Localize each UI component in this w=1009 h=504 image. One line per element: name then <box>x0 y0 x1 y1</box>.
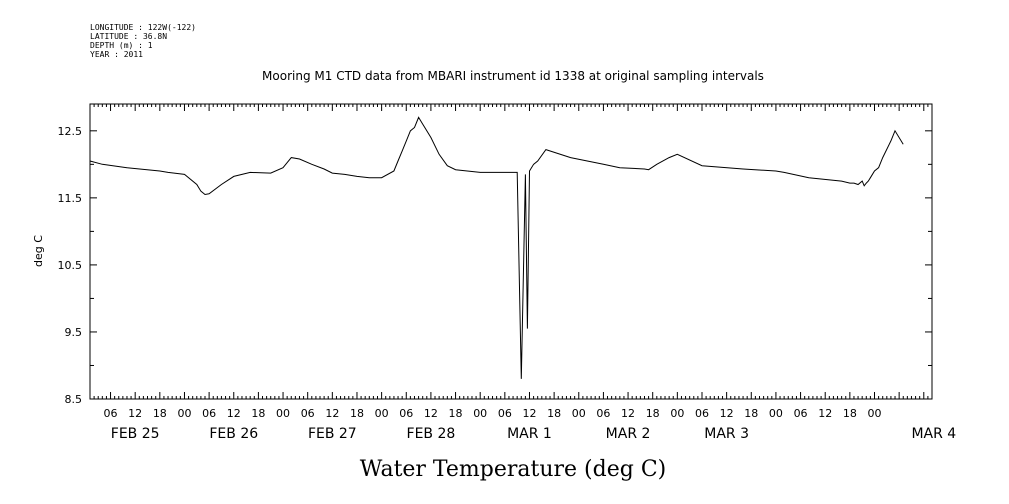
x-tick-label: 06 <box>399 407 413 420</box>
x-tick-label: 00 <box>670 407 684 420</box>
chart-title: Mooring M1 CTD data from MBARI instrumen… <box>262 69 764 83</box>
y-axis-label: deg C <box>32 235 45 267</box>
x-tick-label: 18 <box>547 407 561 420</box>
x-tick-label: 00 <box>867 407 881 420</box>
y-tick-label: 9.5 <box>65 326 83 339</box>
x-tick-label: 06 <box>301 407 315 420</box>
x-tick-label: 00 <box>769 407 783 420</box>
y-tick-label: 10.5 <box>58 259 83 272</box>
series-group <box>89 116 904 379</box>
x-tick-label: 00 <box>375 407 389 420</box>
x-day-label: FEB 25 <box>111 426 160 442</box>
x-tick-label: 06 <box>695 407 709 420</box>
meta-depth: DEPTH (m) : 1 <box>90 41 153 50</box>
x-tick-label: 18 <box>843 407 857 420</box>
x-tick-label: 18 <box>744 407 758 420</box>
x-tick-label: 12 <box>522 407 536 420</box>
meta-latitude: LATITUDE : 36.8N <box>90 32 167 41</box>
x-tick-label: 00 <box>177 407 191 420</box>
x-tick-label: 18 <box>251 407 265 420</box>
x-day-label: MAR 1 <box>507 426 552 442</box>
y-axis: 8.5 9.5 10.5 11.5 12.5 <box>58 125 83 406</box>
meta-year: YEAR : 2011 <box>90 50 143 59</box>
x-tick-label: 12 <box>621 407 635 420</box>
x-tick-label: 00 <box>572 407 586 420</box>
x-tick-label: 12 <box>818 407 832 420</box>
x-axis: 06 12 18 00 06 12 18 00 06 12 18 00 06 12 18 00 06 12 18 00… <box>104 407 957 442</box>
x-tick-label: 18 <box>449 407 463 420</box>
x-tick-label: 12 <box>128 407 142 420</box>
x-day-label: MAR 2 <box>606 426 651 442</box>
y-tick-label: 8.5 <box>65 393 83 406</box>
x-day-label: FEB 27 <box>308 426 357 442</box>
x-tick-label: 00 <box>276 407 290 420</box>
x-tick-label: 06 <box>104 407 118 420</box>
x-tick-label: 00 <box>473 407 487 420</box>
x-tick-label: 18 <box>153 407 167 420</box>
x-tick-label: 06 <box>596 407 610 420</box>
y-tick-label: 12.5 <box>58 125 83 138</box>
x-tick-label: 18 <box>646 407 660 420</box>
x-day-label: MAR 4 <box>911 426 956 442</box>
x-tick-label: 12 <box>325 407 339 420</box>
minor-ticks <box>89 104 933 400</box>
meta-longitude: LONGITUDE : 122W(-122) <box>90 23 196 32</box>
x-tick-label: 06 <box>498 407 512 420</box>
plot-frame <box>89 103 933 400</box>
x-tick-label: 06 <box>794 407 808 420</box>
x-tick-label: 12 <box>720 407 734 420</box>
x-day-label: FEB 26 <box>209 426 258 442</box>
series-line-water-temperature <box>89 116 904 379</box>
x-day-label: FEB 28 <box>407 426 456 442</box>
x-day-label: MAR 3 <box>704 426 749 442</box>
x-tick-label: 06 <box>202 407 216 420</box>
x-tick-label: 18 <box>350 407 364 420</box>
y-tick-label: 11.5 <box>58 192 83 205</box>
metadata-block: LONGITUDE : 122W(-122) LATITUDE : 36.8N … <box>90 23 196 59</box>
x-axis-label: Water Temperature (deg C) <box>360 457 667 482</box>
x-tick-label: 12 <box>227 407 241 420</box>
x-tick-label: 12 <box>424 407 438 420</box>
